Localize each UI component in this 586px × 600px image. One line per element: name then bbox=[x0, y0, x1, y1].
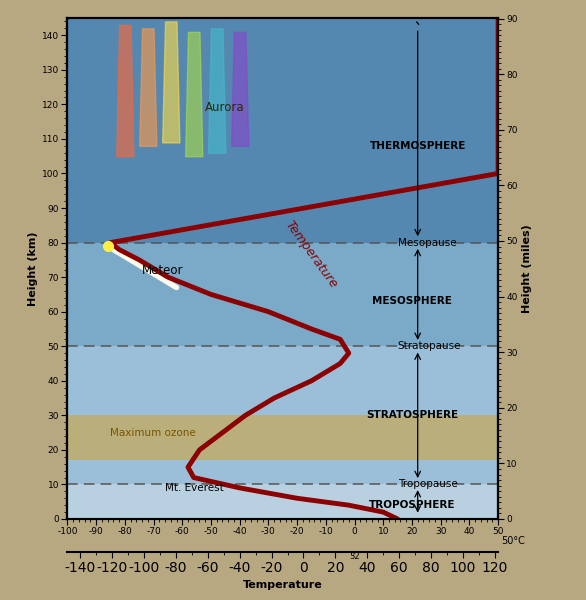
Text: STRATOSPHERE: STRATOSPHERE bbox=[366, 410, 458, 421]
Text: 32: 32 bbox=[349, 551, 360, 560]
Y-axis label: Height (miles): Height (miles) bbox=[522, 224, 532, 313]
Text: Temperature: Temperature bbox=[243, 580, 323, 590]
Text: Temperature: Temperature bbox=[283, 218, 340, 290]
Text: Stratopause: Stratopause bbox=[397, 341, 461, 351]
Bar bbox=[67, 415, 498, 460]
Bar bbox=[67, 242, 498, 346]
Y-axis label: Height (km): Height (km) bbox=[28, 231, 38, 306]
Text: Aurora: Aurora bbox=[205, 101, 245, 114]
Bar bbox=[67, 484, 498, 519]
Text: Meteor: Meteor bbox=[142, 263, 183, 277]
Text: Maximum ozone: Maximum ozone bbox=[111, 428, 196, 438]
Text: Mesopause: Mesopause bbox=[397, 238, 456, 248]
Text: THERMOSPHERE: THERMOSPHERE bbox=[370, 141, 466, 151]
Text: TROPOSPHERE: TROPOSPHERE bbox=[369, 500, 455, 510]
Text: Tropopause: Tropopause bbox=[397, 479, 457, 490]
Bar bbox=[67, 346, 498, 484]
Text: 50°C: 50°C bbox=[501, 536, 525, 547]
Text: Mt. Everest: Mt. Everest bbox=[165, 484, 224, 493]
Text: MESOSPHERE: MESOSPHERE bbox=[372, 296, 452, 307]
